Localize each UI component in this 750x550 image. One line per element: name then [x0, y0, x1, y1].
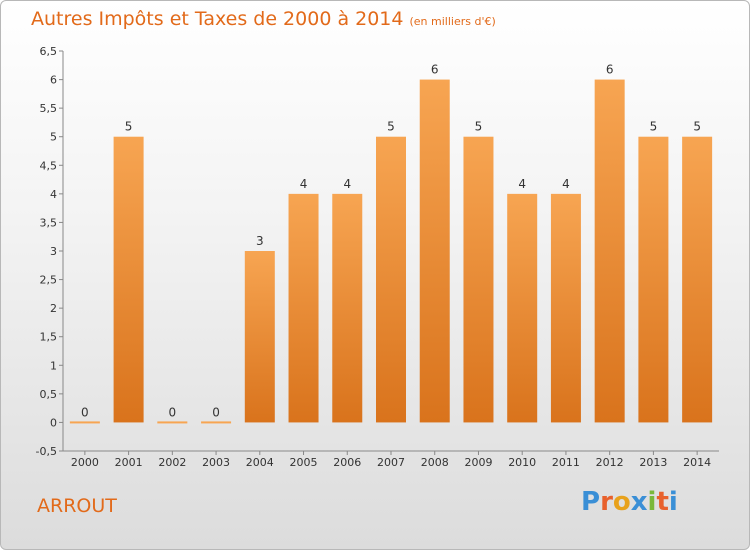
location-name: ARROUT — [37, 495, 117, 517]
bar — [507, 193, 538, 423]
y-tick-label: 1,5 — [40, 331, 58, 344]
bar — [69, 421, 100, 424]
x-tick-label: 2013 — [639, 456, 667, 469]
x-tick-label: 2002 — [158, 456, 186, 469]
x-tick-label: 2005 — [290, 456, 318, 469]
bar — [594, 79, 625, 423]
y-tick-label: 4,5 — [40, 159, 58, 172]
y-tick-label: 2 — [50, 302, 57, 315]
bar-value-label: 3 — [256, 234, 264, 248]
bar — [376, 136, 406, 423]
bar-value-label: 5 — [475, 120, 483, 134]
bar-value-label: 6 — [431, 63, 439, 77]
chart-title: Autres Impôts et Taxes de 2000 à 2014 (en… — [31, 8, 496, 30]
bar-value-label: 4 — [518, 177, 526, 191]
bar — [201, 421, 232, 424]
y-tick-label: 0 — [50, 416, 57, 429]
logo-letter: t — [656, 487, 669, 517]
bar-value-label: 4 — [300, 177, 308, 191]
y-tick-label: 5 — [50, 131, 57, 144]
bar-value-label: 5 — [693, 120, 701, 134]
y-tick-label: 6,5 — [40, 45, 58, 58]
bar-value-label: 4 — [562, 177, 570, 191]
logo-letter: o — [612, 487, 631, 517]
bar-value-label: 6 — [606, 63, 614, 77]
bar — [419, 79, 450, 423]
bar — [244, 251, 275, 423]
bar — [550, 193, 581, 423]
y-tick-label: 1 — [50, 359, 57, 372]
proxiti-logo: Proxiti — [581, 487, 678, 517]
x-tick-label: 2010 — [508, 456, 536, 469]
x-tick-label: 2001 — [115, 456, 143, 469]
x-tick-label: 2000 — [71, 456, 99, 469]
chart-subtitle: (en milliers d'€) — [409, 15, 496, 28]
y-tick-label: -0,5 — [36, 445, 57, 458]
bar-value-label: 5 — [387, 120, 395, 134]
y-tick-label: 3,5 — [40, 216, 58, 229]
bar — [157, 421, 188, 424]
y-tick-label: 0,5 — [40, 388, 58, 401]
x-tick-label: 2012 — [596, 456, 624, 469]
bar — [113, 136, 144, 423]
y-tick-label: 3 — [50, 245, 57, 258]
bar-value-label: 0 — [81, 405, 89, 419]
y-tick-label: 6 — [50, 74, 57, 87]
bar — [288, 193, 319, 423]
y-tick-label: 5,5 — [40, 102, 58, 115]
logo-letter: i — [647, 487, 657, 517]
x-tick-label: 2011 — [552, 456, 580, 469]
x-tick-label: 2009 — [464, 456, 492, 469]
bar — [332, 193, 363, 423]
bar-value-label: 5 — [650, 120, 658, 134]
bar — [638, 136, 669, 423]
logo-letter: P — [581, 487, 601, 517]
logo-letter: i — [668, 487, 678, 517]
x-tick-label: 2003 — [202, 456, 230, 469]
x-tick-label: 2014 — [683, 456, 711, 469]
logo-letter: r — [600, 487, 613, 517]
x-tick-label: 2007 — [377, 456, 405, 469]
x-tick-label: 2008 — [421, 456, 449, 469]
bar-value-label: 0 — [212, 405, 220, 419]
y-tick-label: 2,5 — [40, 274, 58, 287]
bar — [463, 136, 494, 423]
y-tick-label: 4 — [50, 188, 57, 201]
bar-value-label: 0 — [169, 405, 177, 419]
x-tick-label: 2004 — [246, 456, 274, 469]
bar-value-label: 4 — [343, 177, 351, 191]
bar-value-label: 5 — [125, 120, 133, 134]
logo-letter: x — [630, 487, 648, 517]
bar — [682, 136, 713, 423]
chart-title-text: Autres Impôts et Taxes de 2000 à 2014 — [31, 8, 404, 30]
x-tick-label: 2006 — [333, 456, 361, 469]
